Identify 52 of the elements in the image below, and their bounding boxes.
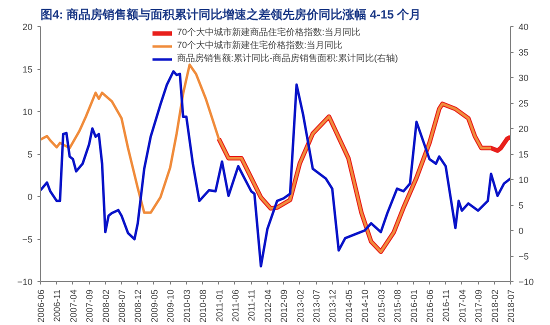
y2-tick-label: −5 [518,252,529,262]
y2-tick-label: 35 [518,48,529,58]
y-tick-label: −10 [17,277,33,287]
x-tick-label: 2013-02 [295,290,306,323]
x-tick-label: 2017-09 [474,290,484,323]
x-tick-label: 2008-02 [100,290,111,323]
y2-tick-label: 5 [518,200,524,210]
x-tick-label: 2014-10 [360,290,370,323]
y2-tick-label: 0 [518,226,524,236]
x-tick-label: 2010-03 [182,290,192,323]
x-tick-label: 2015-08 [392,290,403,323]
x-tick-label: 2011-01 [214,289,224,322]
x-tick-label: 2007-09 [84,290,95,323]
x-tick-label: 2011-06 [230,289,240,322]
y-tick-label: 5 [27,150,33,160]
x-tick-label: 2012-09 [279,290,290,323]
x-tick-label: 2006-11 [52,289,62,322]
y-tick-label: 0 [27,192,33,202]
y-tick-label: 15 [22,64,33,74]
legend-label: 70个大中城市新建商品住宅价格指数:当月同比 [177,26,361,39]
chart-title: 图4: 商品房销售额与面积累计同比增速之差领先房价同比涨幅 4-15 个月 [40,8,422,22]
x-tick-label: 2013-12 [328,290,338,323]
y-tick-label: 20 [22,22,33,32]
x-tick-label: 2006-06 [36,290,46,323]
x-tick-label: 2008-12 [133,290,144,323]
y2-tick-label: 25 [518,98,529,108]
x-tick-label: 2007-04 [68,290,78,323]
legend-label: 70个大中城市新建住宅价格指数:当月同比 [177,39,343,52]
y2-tick-label: 40 [518,22,529,32]
y2-tick-label: 30 [518,73,529,83]
legend-label: 商品房销售额:累计同比-商品房销售面积:累计同比(右轴) [177,52,398,65]
x-tick-label: 2018-02 [490,290,500,323]
y2-tick-label: 20 [518,124,529,134]
x-tick-label: 2012-04 [262,290,273,323]
y2-tick-label: 15 [518,150,529,160]
x-tick-label: 2008-07 [117,290,128,323]
x-tick-label: 2016-01 [408,290,419,323]
x-tick-label: 2016-11 [441,289,452,322]
x-tick-label: 2015-03 [376,290,386,323]
x-tick-label: 2017-04 [457,290,468,323]
x-tick-label: 2014-05 [344,290,354,323]
x-tick-label: 2013-07 [312,290,322,323]
y-tick-label: 10 [22,107,33,117]
x-tick-label: 2011-11 [246,289,257,322]
y-tick-label: −5 [22,234,33,244]
y2-tick-label: −10 [518,277,534,287]
x-tick-label: 2016-06 [424,290,435,323]
y2-tick-label: 10 [518,175,529,185]
x-tick-label: 2009-10 [166,290,176,323]
x-tick-label: 2009-05 [149,290,160,323]
x-tick-label: 2010-08 [198,290,208,323]
x-tick-label: 2018-07 [506,290,516,323]
